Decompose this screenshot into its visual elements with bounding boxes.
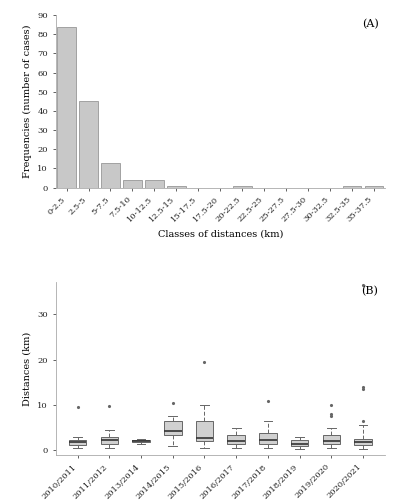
Bar (101, 162, 120, 188)
PathPatch shape (227, 434, 245, 444)
PathPatch shape (259, 433, 277, 444)
Bar (233, 186, 252, 188)
PathPatch shape (354, 439, 372, 445)
PathPatch shape (164, 421, 181, 434)
Bar (79, 102, 98, 188)
Text: (B): (B) (362, 286, 378, 296)
PathPatch shape (101, 437, 118, 444)
Y-axis label: Frequencies (number of cases): Frequencies (number of cases) (23, 24, 32, 178)
Bar (123, 180, 142, 188)
PathPatch shape (291, 440, 308, 446)
Bar (57, 26, 76, 188)
PathPatch shape (322, 434, 340, 444)
Bar (365, 186, 384, 188)
Bar (343, 186, 362, 188)
X-axis label: Classes of distances (km): Classes of distances (km) (158, 230, 283, 238)
PathPatch shape (196, 421, 213, 442)
Bar (145, 180, 164, 188)
PathPatch shape (69, 440, 87, 445)
Bar (167, 186, 186, 188)
Y-axis label: Distances (km): Distances (km) (23, 332, 32, 406)
Text: (A): (A) (362, 18, 378, 29)
PathPatch shape (133, 440, 150, 442)
